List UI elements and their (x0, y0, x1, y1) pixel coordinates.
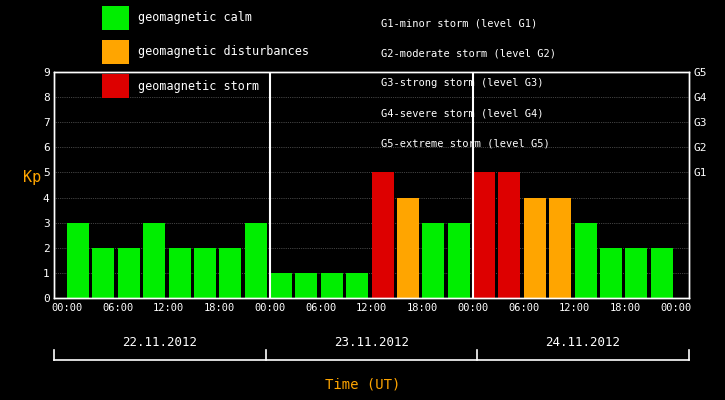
Text: G1-minor storm (level G1): G1-minor storm (level G1) (381, 18, 537, 28)
Text: geomagnetic disturbances: geomagnetic disturbances (138, 46, 309, 58)
Text: 24.11.2012: 24.11.2012 (545, 336, 621, 349)
Bar (550, 198, 571, 298)
Bar (296, 273, 318, 298)
Bar (270, 273, 292, 298)
Bar (194, 248, 216, 298)
Text: geomagnetic storm: geomagnetic storm (138, 80, 259, 92)
Bar (473, 172, 495, 298)
Bar (346, 273, 368, 298)
Bar (447, 223, 470, 298)
Text: G5-extreme storm (level G5): G5-extreme storm (level G5) (381, 138, 550, 148)
Bar (219, 248, 241, 298)
Text: G3-strong storm (level G3): G3-strong storm (level G3) (381, 78, 543, 88)
Y-axis label: Kp: Kp (22, 170, 41, 185)
Bar (625, 248, 647, 298)
Bar (117, 248, 140, 298)
Text: Time (UT): Time (UT) (325, 378, 400, 392)
Bar (574, 223, 597, 298)
Bar (168, 248, 191, 298)
Bar (371, 172, 394, 298)
Bar (600, 248, 622, 298)
Text: G4-severe storm (level G4): G4-severe storm (level G4) (381, 108, 543, 118)
Text: 22.11.2012: 22.11.2012 (123, 336, 198, 349)
Bar (67, 223, 89, 298)
Bar (244, 223, 267, 298)
Text: G2-moderate storm (level G2): G2-moderate storm (level G2) (381, 48, 555, 58)
Text: 23.11.2012: 23.11.2012 (334, 336, 409, 349)
Bar (498, 172, 521, 298)
Bar (422, 223, 444, 298)
Bar (523, 198, 546, 298)
Bar (320, 273, 343, 298)
Bar (93, 248, 115, 298)
Bar (143, 223, 165, 298)
Bar (397, 198, 419, 298)
Bar (650, 248, 673, 298)
Text: geomagnetic calm: geomagnetic calm (138, 12, 252, 24)
